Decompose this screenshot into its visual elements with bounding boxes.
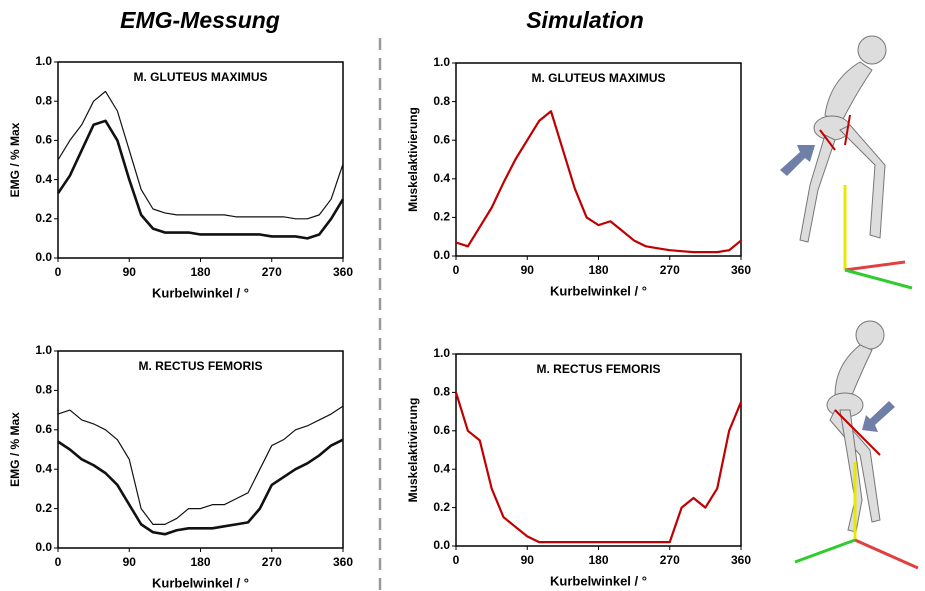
y-tick-label: 0.6 xyxy=(433,132,450,146)
y-tick-label: 0.2 xyxy=(433,210,450,224)
x-tick-label: 0 xyxy=(55,555,62,569)
y-tick-label: 0.4 xyxy=(433,461,450,475)
x-axis-label: Kurbelwinkel / ° xyxy=(550,573,647,588)
y-axis-label: Muskelaktivierung xyxy=(406,107,420,212)
x-axis-label: Kurbelwinkel / ° xyxy=(152,575,249,590)
y-tick-label: 0.0 xyxy=(433,248,450,262)
x-tick-label: 90 xyxy=(123,265,137,279)
y-axis-label: EMG / % Max xyxy=(8,412,22,487)
x-tick-label: 90 xyxy=(521,263,535,277)
plot-frame xyxy=(57,350,344,549)
y-tick-label: 0.6 xyxy=(35,422,52,436)
x-tick-label: 360 xyxy=(333,265,353,279)
x-axis-label: Kurbelwinkel / ° xyxy=(550,283,647,298)
y-axis-label: Muskelaktivierung xyxy=(406,398,420,503)
x-tick-label: 270 xyxy=(660,263,680,277)
x-tick-label: 360 xyxy=(731,553,751,567)
heading: EMG-Messung xyxy=(120,7,280,33)
y-tick-label: 0.0 xyxy=(35,540,52,554)
y-axis-label: EMG / % Max xyxy=(8,122,22,197)
x-tick-label: 360 xyxy=(333,555,353,569)
y-tick-label: 0.8 xyxy=(35,93,52,107)
y-tick-label: 0.4 xyxy=(433,171,450,185)
y-tick-label: 0.4 xyxy=(35,172,52,186)
x-tick-label: 0 xyxy=(453,263,460,277)
x-tick-label: 90 xyxy=(521,553,535,567)
x-tick-label: 0 xyxy=(55,265,62,279)
x-tick-label: 180 xyxy=(588,263,608,277)
chart-title: M. GLUTEUS MAXIMUS xyxy=(134,70,268,84)
x-axis-label: Kurbelwinkel / ° xyxy=(152,285,249,300)
chart-title: M. RECTUS FEMORIS xyxy=(138,359,262,373)
y-tick-label: 0.6 xyxy=(35,133,52,147)
y-tick-label: 1.0 xyxy=(433,346,450,360)
x-tick-label: 270 xyxy=(660,553,680,567)
data-line xyxy=(455,110,742,254)
x-tick-label: 270 xyxy=(262,555,282,569)
data-line xyxy=(57,438,344,536)
y-tick-label: 1.0 xyxy=(35,54,52,68)
data-line xyxy=(56,119,345,240)
data-line xyxy=(454,392,743,544)
y-tick-label: 0.8 xyxy=(35,383,52,397)
plot-frame xyxy=(57,61,344,259)
y-tick-label: 0.8 xyxy=(433,94,450,108)
x-tick-label: 180 xyxy=(190,265,210,279)
y-tick-label: 0.4 xyxy=(35,461,52,475)
data-line xyxy=(57,90,344,220)
x-tick-label: 180 xyxy=(190,555,210,569)
x-tick-label: 180 xyxy=(588,553,608,567)
y-tick-label: 0.0 xyxy=(433,538,450,552)
y-tick-label: 0.8 xyxy=(433,385,450,399)
y-tick-label: 0.2 xyxy=(433,500,450,514)
skeleton-figure xyxy=(799,35,887,533)
y-tick-label: 1.0 xyxy=(35,343,52,357)
y-tick-label: 0.2 xyxy=(35,501,52,515)
chart-title: M. GLUTEUS MAXIMUS xyxy=(532,71,666,85)
x-tick-label: 90 xyxy=(123,555,137,569)
arrow xyxy=(780,145,815,176)
x-tick-label: 360 xyxy=(731,263,751,277)
chart-title: M. RECTUS FEMORIS xyxy=(536,362,660,376)
coordinate-axes xyxy=(794,185,919,570)
plot-frame xyxy=(455,62,742,257)
x-tick-label: 270 xyxy=(262,265,282,279)
y-tick-label: 0.6 xyxy=(433,423,450,437)
heading: Simulation xyxy=(526,7,644,33)
y-tick-label: 1.0 xyxy=(433,55,450,69)
x-tick-label: 0 xyxy=(453,553,460,567)
plot-frame xyxy=(455,353,742,547)
data-line xyxy=(57,405,344,525)
y-tick-label: 0.0 xyxy=(35,250,52,264)
arrow xyxy=(862,401,895,432)
y-tick-label: 0.2 xyxy=(35,211,52,225)
